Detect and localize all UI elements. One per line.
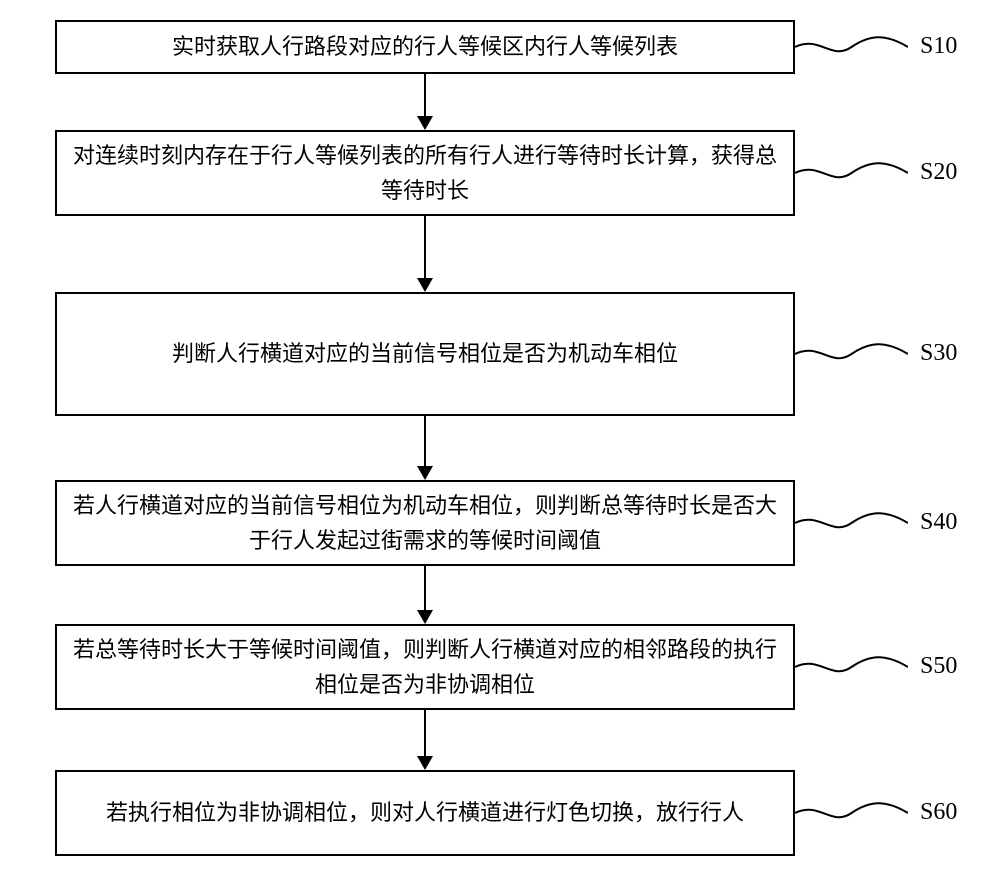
flow-arrow: [424, 416, 426, 466]
flow-step-s60: 若执行相位为非协调相位，则对人行横道进行灯色切换，放行行人: [55, 770, 795, 856]
flow-arrow-head: [417, 466, 433, 480]
step-label-s20: S20: [920, 159, 957, 186]
flow-arrow-head: [417, 610, 433, 624]
flow-step-s50: 若总等待时长大于等候时间阈值，则判断人行横道对应的相邻路段的执行相位是否为非协调…: [55, 624, 795, 710]
flow-step-s40: 若人行横道对应的当前信号相位为机动车相位，则判断总等待时长是否大于行人发起过街需…: [55, 480, 795, 566]
step-label-s60: S60: [920, 799, 957, 826]
flow-arrow-head: [417, 756, 433, 770]
flow-step-text: 实时获取人行路段对应的行人等候区内行人等候列表: [172, 29, 678, 64]
flow-step-s30: 判断人行横道对应的当前信号相位是否为机动车相位: [55, 292, 795, 416]
flow-arrow: [424, 566, 426, 610]
flow-step-text: 若人行横道对应的当前信号相位为机动车相位，则判断总等待时长是否大于行人发起过街需…: [73, 488, 777, 558]
step-label-s50: S50: [920, 653, 957, 680]
flow-step-s10: 实时获取人行路段对应的行人等候区内行人等候列表: [55, 20, 795, 74]
step-label-s30: S30: [920, 340, 957, 367]
flow-step-s20: 对连续时刻内存在于行人等候列表的所有行人进行等待时长计算，获得总等待时长: [55, 130, 795, 216]
flow-arrow-head: [417, 116, 433, 130]
flow-arrow-head: [417, 278, 433, 292]
flow-arrow: [424, 216, 426, 278]
flow-step-text: 对连续时刻内存在于行人等候列表的所有行人进行等待时长计算，获得总等待时长: [73, 138, 777, 208]
flow-step-text: 判断人行横道对应的当前信号相位是否为机动车相位: [172, 336, 678, 371]
step-label-s40: S40: [920, 509, 957, 536]
flow-step-text: 若执行相位为非协调相位，则对人行横道进行灯色切换，放行行人: [106, 795, 744, 830]
flow-step-text: 若总等待时长大于等候时间阈值，则判断人行横道对应的相邻路段的执行相位是否为非协调…: [73, 632, 777, 702]
flow-arrow: [424, 710, 426, 756]
step-label-s10: S10: [920, 33, 957, 60]
flowchart-diagram: 实时获取人行路段对应的行人等候区内行人等候列表 S10 对连续时刻内存在于行人等候列…: [0, 0, 1000, 891]
flow-arrow: [424, 74, 426, 116]
